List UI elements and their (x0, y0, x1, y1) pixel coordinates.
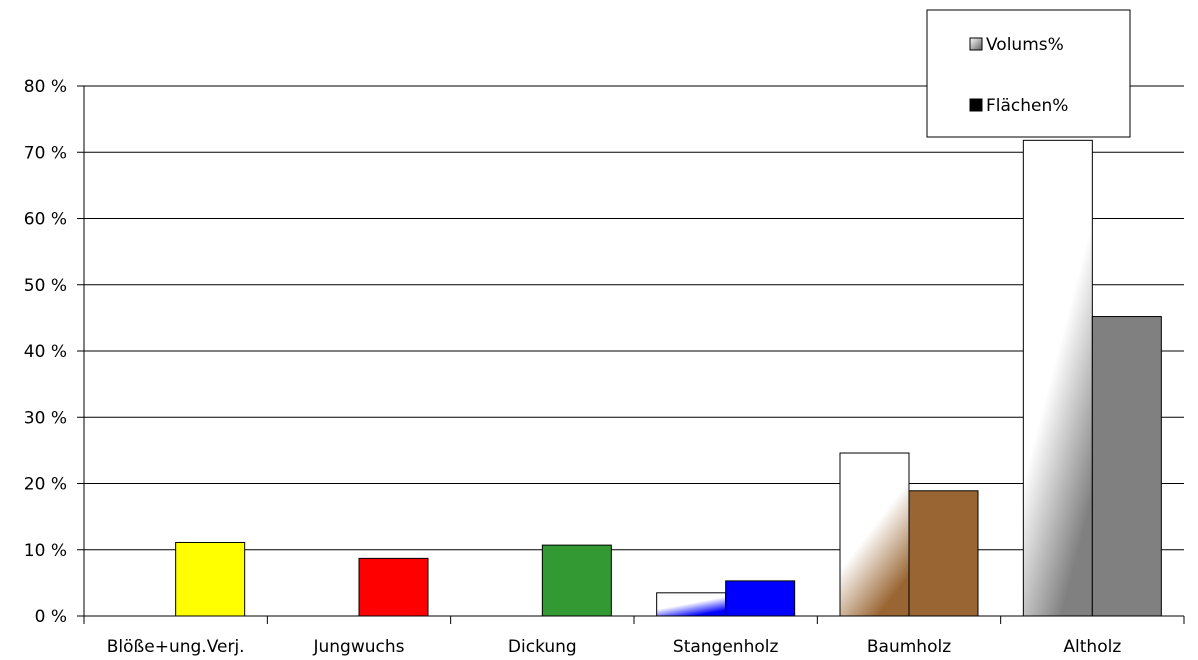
bar-flaechen-1 (358, 557, 429, 617)
x-tick-labels: Blöße+ung.Verj. Jungwuchs Dickung Stangenho… (107, 637, 1122, 657)
bar-flaechen-3 (725, 580, 796, 617)
y-tick-label: 30 % (24, 408, 67, 428)
x-tick-label: Baumholz (867, 637, 951, 657)
bar-flaechen-0 (175, 541, 246, 617)
y-tick-label: 40 % (24, 342, 67, 362)
bar-volums-5 (1022, 139, 1093, 617)
bars (175, 139, 1162, 617)
x-tick-label: Blöße+ung.Verj. (107, 637, 245, 657)
y-tick-label: 60 % (24, 210, 67, 230)
y-tick-label: 50 % (24, 276, 67, 296)
y-tick-label: 70 % (24, 143, 67, 163)
x-tick-label: Dickung (508, 637, 577, 657)
legend-swatch-flaechen (969, 98, 983, 112)
x-tick-label: Stangenholz (673, 637, 779, 657)
legend-label-flaechen: Flächen% (986, 96, 1068, 116)
y-tick-label: 0 % (35, 607, 67, 627)
bar-volums-4 (839, 452, 910, 617)
y-tick-labels: 0 % 10 % 20 % 30 % 40 % 50 % 60 % 70 % 80 % (24, 77, 67, 627)
x-tick-label: Altholz (1063, 637, 1121, 657)
y-tick-label: 10 % (24, 541, 67, 561)
bar-volums-3 (656, 592, 727, 617)
legend-box (926, 9, 1131, 138)
legend-swatch-volums (969, 37, 983, 51)
x-tick-label: Jungwuchs (312, 637, 404, 657)
bar-flaechen-4 (908, 490, 979, 617)
y-tick-label: 80 % (24, 77, 67, 97)
grid-lines (84, 85, 1184, 551)
axes (77, 85, 1185, 624)
y-tick-label: 20 % (24, 475, 67, 495)
bar-flaechen-2 (541, 544, 612, 617)
bar-flaechen-5 (1091, 316, 1162, 617)
legend-label-volums: Volums% (986, 35, 1064, 55)
legend: Volums% Flächen% (926, 9, 1131, 138)
